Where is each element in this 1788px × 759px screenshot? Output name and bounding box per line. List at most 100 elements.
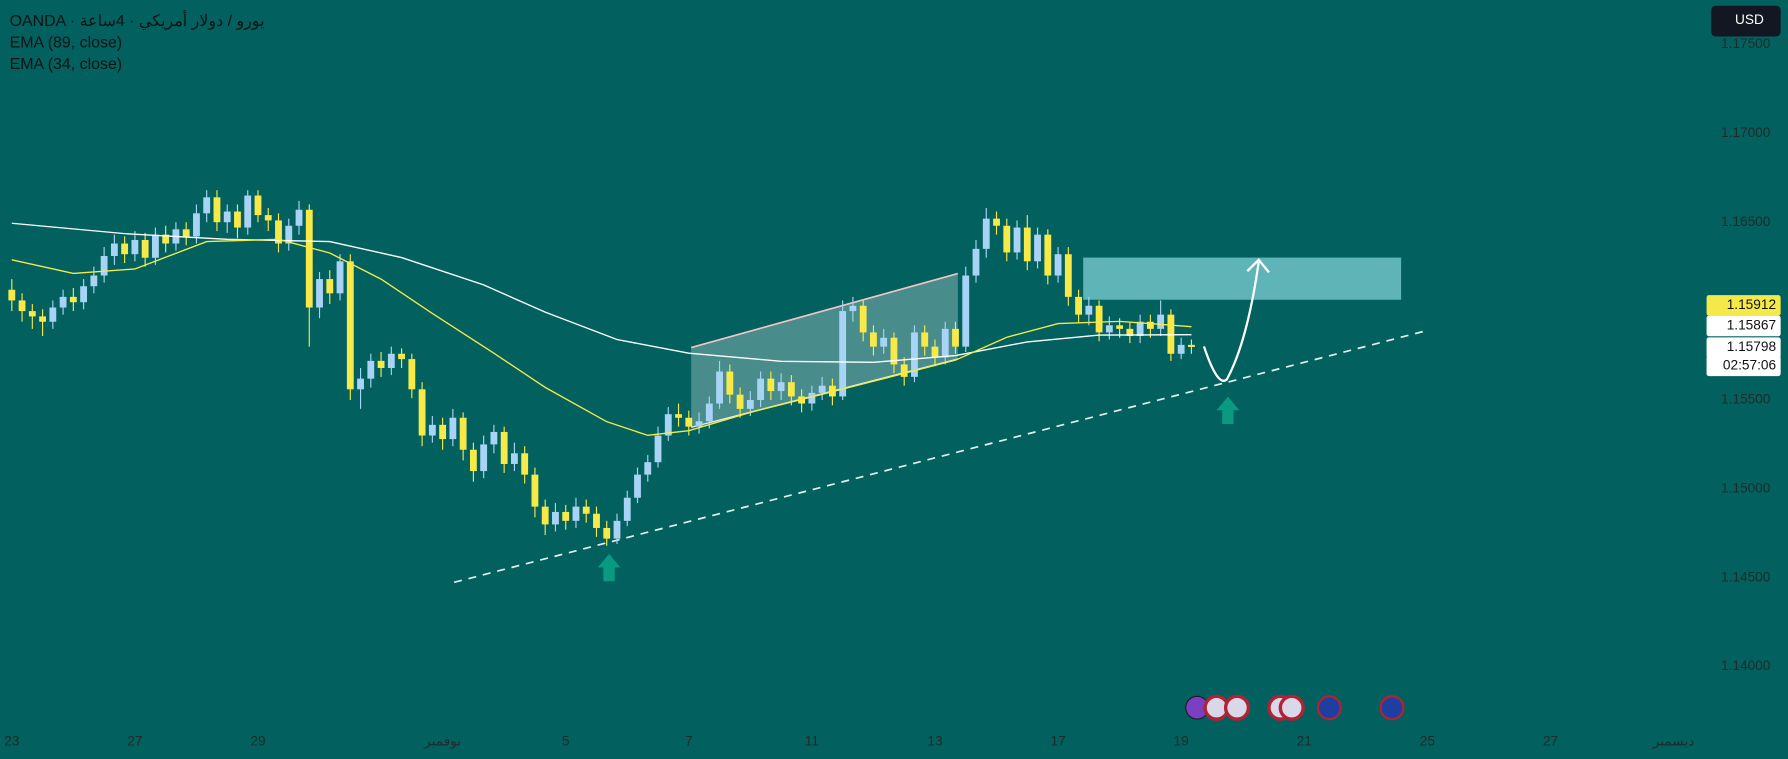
candle-body (162, 234, 170, 244)
event-icon[interactable] (1316, 695, 1342, 721)
x-tick-label: 27 (127, 734, 142, 749)
price-label-bg (1706, 337, 1781, 358)
candle-body (634, 474, 641, 498)
event-icon[interactable] (1223, 694, 1251, 721)
candle-body (777, 382, 785, 392)
candle-body (244, 195, 252, 228)
candle-body (418, 389, 426, 436)
candle-body (664, 414, 672, 436)
candle-body (880, 337, 888, 347)
candle-body (141, 239, 149, 258)
candle-body (295, 209, 303, 226)
candle-body (746, 399, 754, 409)
candle-body (1044, 234, 1052, 276)
candle-body (1064, 254, 1072, 297)
projection-arrow (1202, 261, 1260, 382)
candle-body (80, 286, 88, 303)
candle-body (254, 195, 262, 216)
candle-body (398, 353, 406, 360)
x-tick-label: 11 (805, 734, 819, 749)
candle-body (849, 305, 857, 312)
candle-body (562, 511, 570, 521)
candle-body (8, 289, 16, 301)
event-icon[interactable] (1379, 695, 1405, 721)
price-label-bg (1706, 355, 1781, 377)
candle-body (213, 197, 221, 223)
currency-button[interactable] (1711, 5, 1781, 37)
candle-body (716, 371, 723, 404)
candle-body (941, 328, 949, 358)
candle-body (459, 417, 467, 450)
candle-body (1075, 296, 1082, 315)
price-label: 02:57:06 (1723, 357, 1776, 372)
candle-body (839, 311, 847, 397)
trendline (453, 330, 1424, 584)
x-tick-label: 29 (250, 734, 265, 749)
candle-body (654, 435, 662, 463)
candle-body (736, 394, 744, 409)
y-tick-label: 1.17000 (1721, 125, 1771, 140)
candle-body (357, 378, 364, 390)
candle-body (705, 403, 713, 422)
candle-body (1187, 344, 1195, 347)
candle-body (387, 353, 395, 368)
x-tick-label: نوفمبر (423, 734, 461, 750)
candle-body (531, 474, 539, 507)
candle-body (685, 417, 693, 427)
candle-body (377, 360, 385, 368)
candle-body (972, 248, 980, 276)
candle-body (993, 218, 1000, 226)
candle-body (859, 305, 867, 333)
x-tick-label: 19 (1174, 734, 1189, 749)
candle-body (818, 385, 826, 393)
candle-body (1136, 321, 1144, 336)
candle-body (808, 392, 816, 404)
candle-body (500, 431, 508, 464)
channel-top (690, 272, 959, 349)
candle-body (982, 218, 990, 249)
price-label: 1.15867 (1727, 318, 1776, 333)
candle-body (603, 527, 611, 539)
event-icon[interactable] (1278, 694, 1305, 721)
x-tick-label: 5 (562, 734, 570, 749)
candle-body (511, 453, 518, 464)
candle-body (1095, 305, 1103, 333)
candle-body (69, 296, 77, 303)
candle-body (203, 197, 211, 214)
up-arrow (1216, 396, 1240, 424)
candle-body (1003, 225, 1011, 253)
x-tick-label: 7 (685, 734, 693, 749)
x-tick-label: 13 (927, 734, 942, 749)
price-label-bg (1706, 295, 1781, 316)
y-tick-label: 1.17500 (1721, 36, 1771, 51)
symbol-title: OANDA · يورو / دولار أمريكي · 4ساعة (10, 10, 265, 30)
candle-body (1023, 227, 1031, 262)
candle-body (275, 220, 282, 244)
candle-body (613, 520, 621, 539)
candle-body (726, 371, 734, 395)
candle-body (110, 243, 118, 256)
y-tick-label: 1.16500 (1721, 214, 1771, 229)
candle-body (757, 378, 765, 400)
resistance-zone (1083, 257, 1402, 300)
candle-body (49, 307, 57, 322)
candle-body (28, 311, 36, 317)
currency[interactable]: USD (1735, 12, 1764, 27)
x-tick-label: 17 (1050, 734, 1065, 749)
candle-body (316, 279, 323, 308)
events (1185, 694, 1405, 721)
candle-body (921, 332, 929, 347)
candle-body (952, 328, 959, 347)
x-tick-label: 27 (1543, 734, 1558, 749)
candle-body (264, 215, 272, 221)
candle-body (428, 424, 436, 436)
candle-body (408, 359, 416, 390)
arrow-head (1246, 258, 1270, 274)
candle-body (39, 316, 46, 322)
candle-body (572, 506, 580, 521)
candle-body (1013, 227, 1021, 253)
candle-body (1034, 234, 1041, 262)
candle-body (695, 421, 703, 427)
